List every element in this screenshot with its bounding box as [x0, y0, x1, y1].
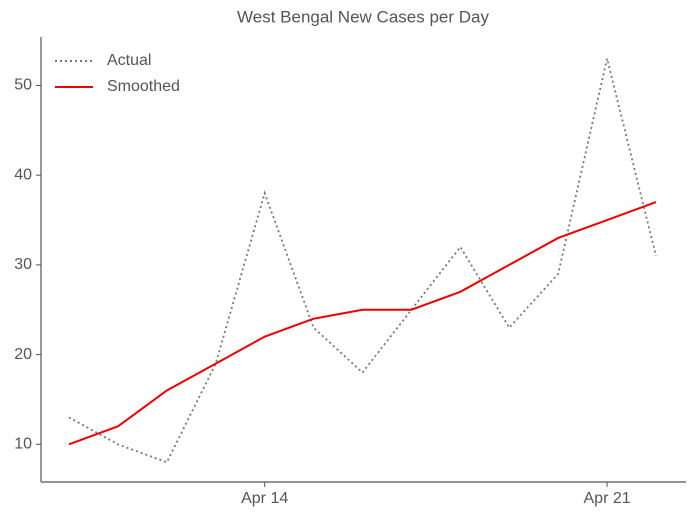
- x-tick-label: Apr 21: [584, 490, 631, 507]
- legend-label: Actual: [107, 52, 151, 69]
- x-tick-label: Apr 14: [241, 490, 288, 507]
- y-tick-label: 20: [14, 346, 32, 363]
- y-tick-label: 50: [14, 77, 32, 94]
- y-tick-label: 30: [14, 256, 32, 273]
- chart-title: West Bengal New Cases per Day: [237, 7, 489, 26]
- y-tick-label: 40: [14, 166, 32, 183]
- y-tick-label: 10: [14, 436, 32, 453]
- legend-label: Smoothed: [107, 78, 180, 95]
- series-line: [68, 58, 657, 464]
- series-line: [68, 201, 657, 446]
